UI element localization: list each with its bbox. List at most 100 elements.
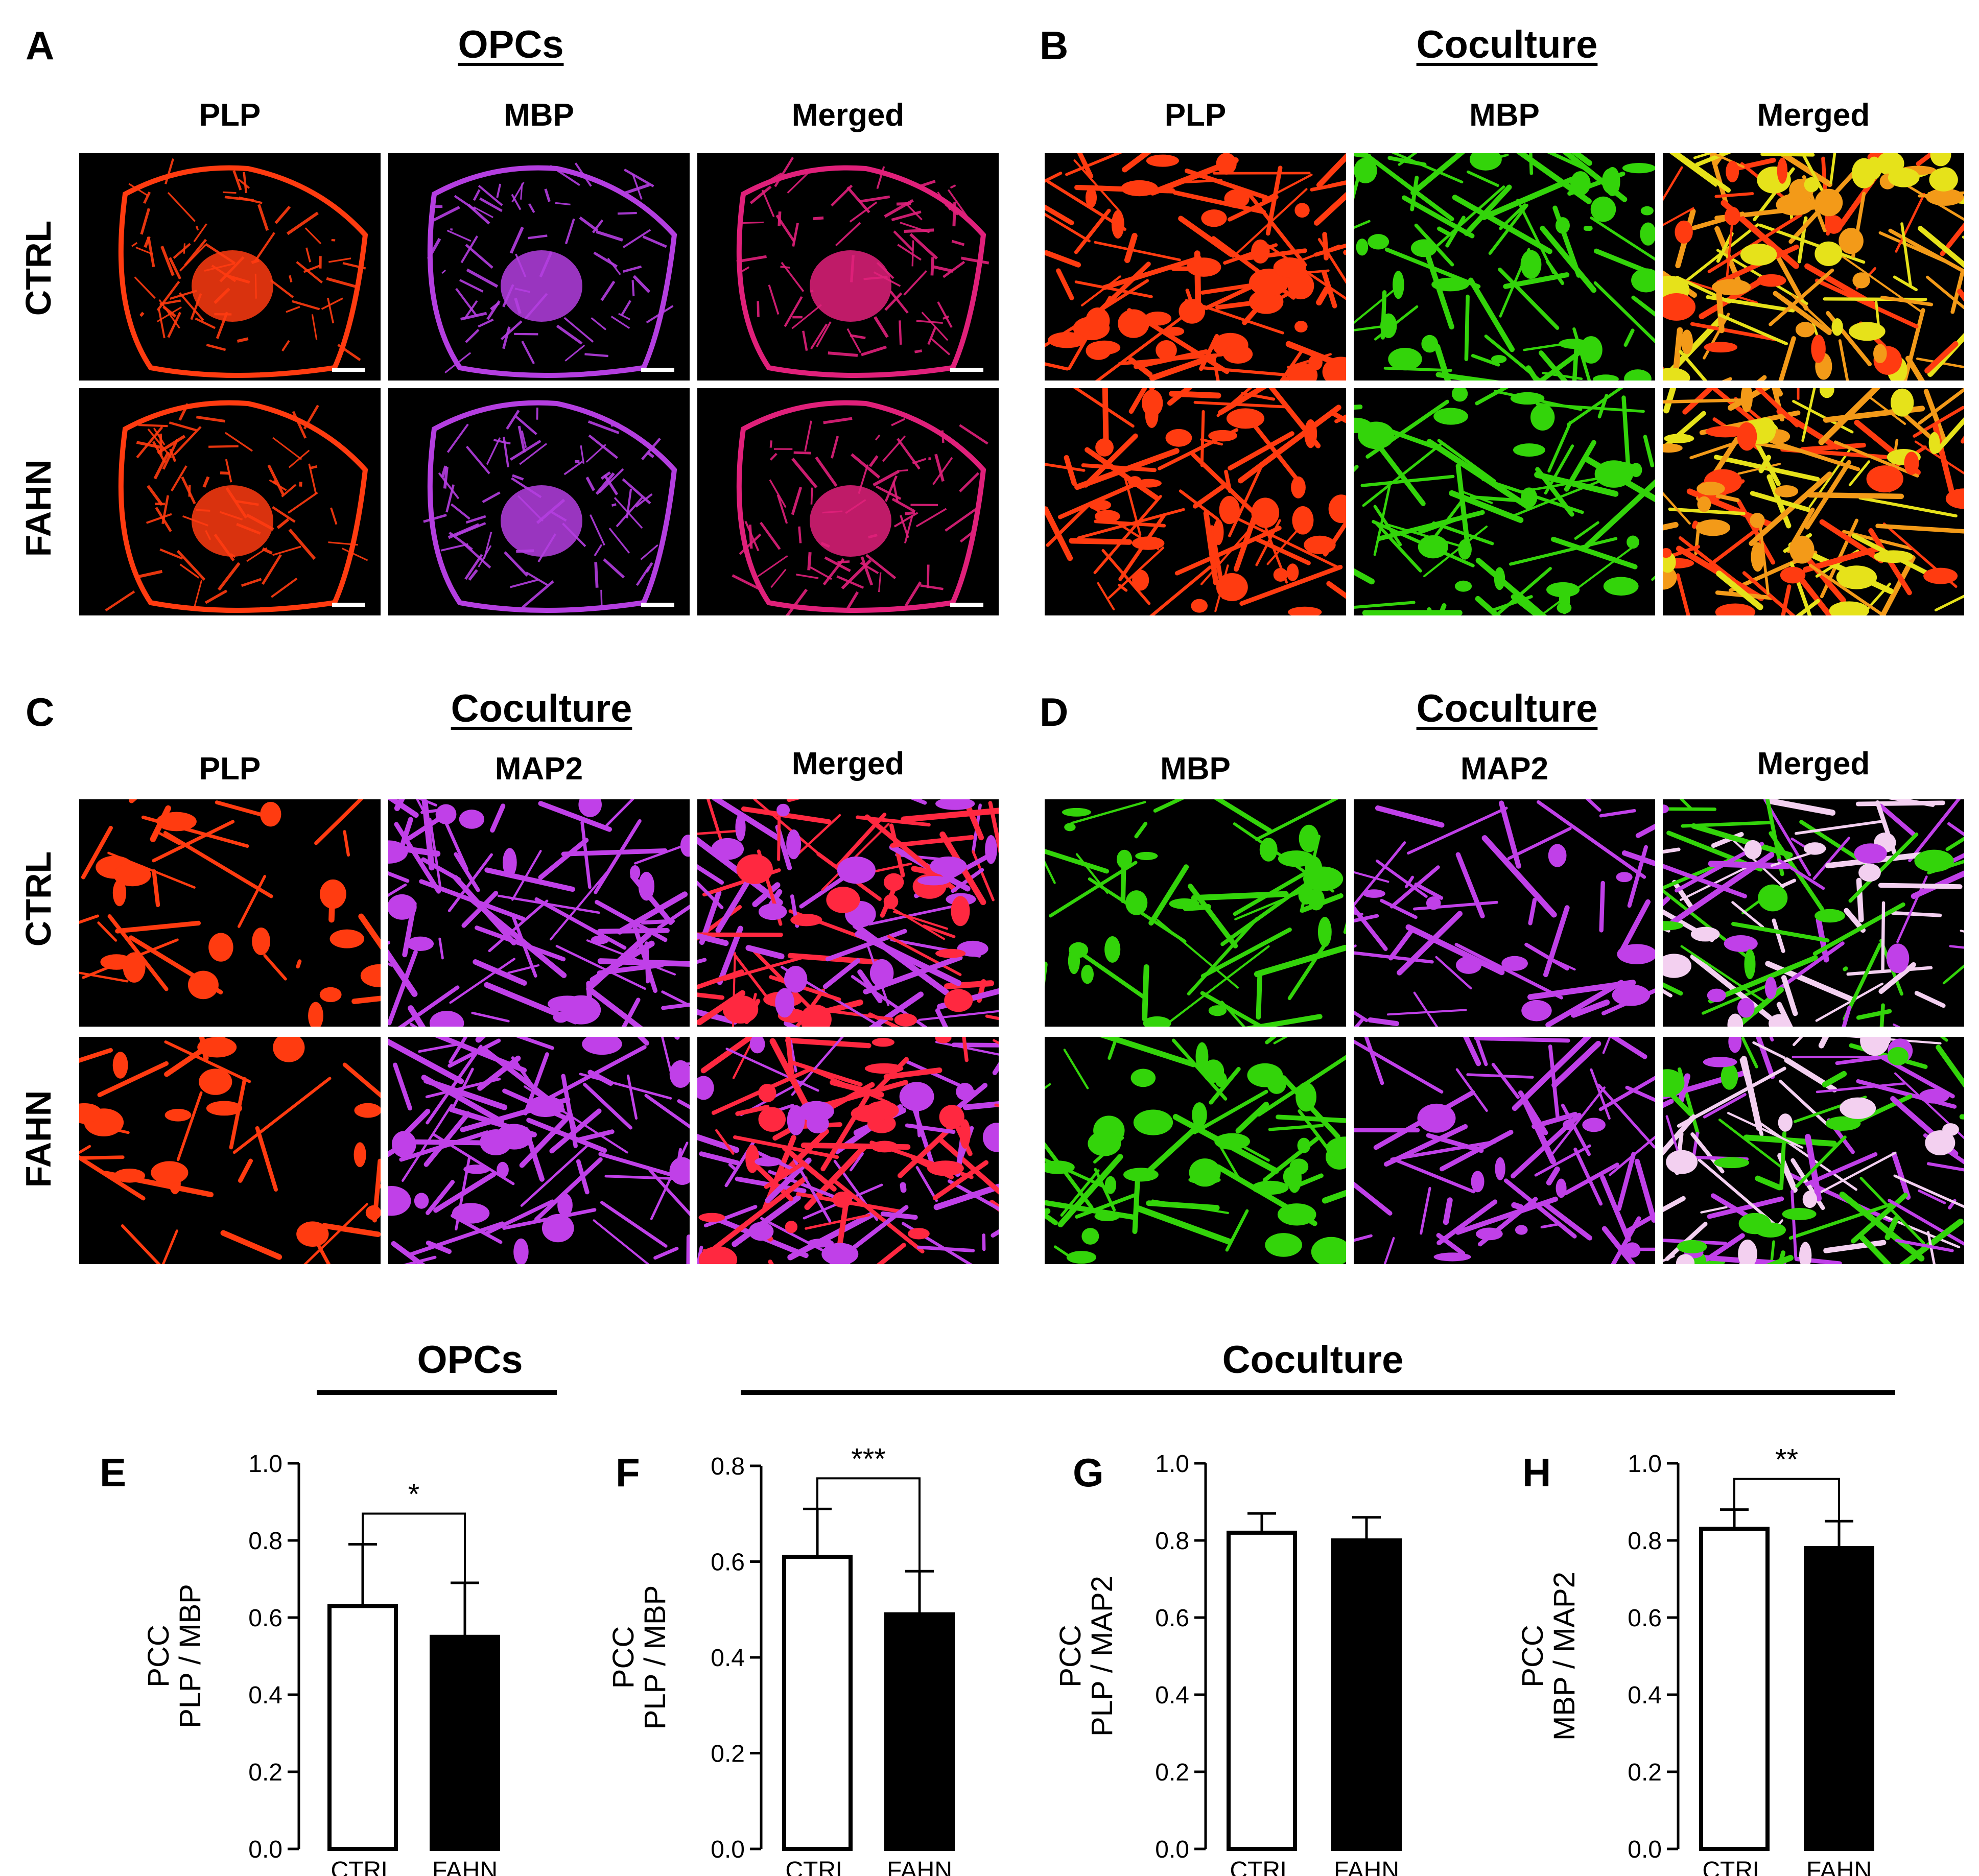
image-a-fahn-mbp (388, 388, 690, 615)
image-d-fahn-mbp (1045, 1037, 1346, 1264)
col-label-c-2: MAP2 (494, 751, 583, 787)
y-tick-label-f: 0.2 (711, 1741, 745, 1768)
panel-letter-b: B (1040, 23, 1069, 68)
image-b-fahn-plp (1045, 388, 1346, 615)
bar-e-ctrl (327, 1604, 398, 1851)
y-tick-label-h: 0.8 (1628, 1528, 1662, 1555)
y-tick-label-f: 0.8 (711, 1453, 745, 1480)
y-axis-label-line-g: PLP / MAP2 (1086, 1576, 1119, 1737)
image-a-ctrl-merged (697, 153, 999, 381)
y-tick-label-h: 0.6 (1628, 1605, 1662, 1632)
bar-h-fahn (1804, 1546, 1874, 1851)
bar-h-ctrl (1699, 1527, 1770, 1851)
image-c-fahn-map2 (388, 1037, 690, 1264)
y-tick-label-f: 0.4 (711, 1645, 745, 1672)
image-d-ctrl-merged (1663, 799, 1964, 1027)
image-c-ctrl-plp (79, 799, 381, 1027)
image-a-ctrl-plp (79, 153, 381, 381)
y-tick-label-e: 0.8 (248, 1528, 282, 1555)
section-title-c: Coculture (451, 687, 632, 730)
x-tick-label-h: CTRL (1702, 1857, 1766, 1876)
image-a-fahn-merged (697, 388, 999, 615)
group-title-coculture: Coculture (1222, 1338, 1404, 1382)
y-tick-label-g: 1.0 (1155, 1451, 1189, 1478)
image-a-ctrl-mbp (388, 153, 690, 381)
bar-f-fahn (884, 1612, 955, 1851)
y-tick-label-g: 0.2 (1155, 1759, 1189, 1786)
y-tick-label-g: 0.0 (1155, 1836, 1189, 1863)
y-axis-label-line-g: PCC (1054, 1625, 1087, 1687)
y-axis-label-line-f: PCC (607, 1626, 640, 1689)
image-b-fahn-mbp (1354, 388, 1655, 615)
section-title-b: Coculture (1416, 23, 1598, 66)
panel-letter-e: E (100, 1450, 126, 1495)
x-tick-label-g: CTRL (1230, 1857, 1293, 1876)
y-tick-label-e: 0.0 (248, 1836, 282, 1863)
y-tick-label-e: 0.6 (248, 1605, 282, 1632)
x-tick-label-e: FAHN (432, 1857, 498, 1876)
significance-bracket-f (816, 1477, 921, 1572)
image-c-ctrl-merged (697, 799, 999, 1027)
image-c-fahn-merged (697, 1037, 999, 1264)
y-tick-label-e: 0.4 (248, 1682, 282, 1709)
y-axis-label-line-h: PCC (1516, 1625, 1549, 1687)
y-tick-label-f: 0.0 (711, 1836, 745, 1863)
image-b-ctrl-mbp (1354, 153, 1655, 381)
significance-label-e: * (408, 1478, 420, 1511)
y-tick-label-g: 0.8 (1155, 1528, 1189, 1555)
group-line-coculture (741, 1390, 1895, 1395)
image-c-fahn-plp (79, 1037, 381, 1264)
panel-letter-a: A (26, 23, 55, 68)
y-axis-label-line-e: PCC (142, 1625, 175, 1687)
y-tick-label-e: 0.2 (248, 1759, 282, 1786)
panel-letter-c: C (26, 690, 55, 734)
group-title-opcs: OPCs (417, 1338, 523, 1382)
y-tick-label-g: 0.4 (1155, 1682, 1189, 1709)
section-title-a: OPCs (458, 23, 564, 66)
y-tick-label-h: 1.0 (1628, 1451, 1662, 1478)
x-tick-label-f: FAHN (887, 1857, 952, 1876)
col-label-b-1: PLP (1164, 98, 1227, 133)
y-tick-label-f: 0.6 (711, 1549, 745, 1576)
panel-letter-d: D (1040, 690, 1069, 734)
significance-label-h: ** (1775, 1443, 1798, 1477)
y-tick-label-h: 0.2 (1628, 1759, 1662, 1786)
y-tick-label-e: 1.0 (248, 1451, 282, 1478)
col-label-d-1: MBP (1160, 751, 1231, 787)
col-label-d-3: Merged (1757, 746, 1870, 781)
y-tick-label-h: 0.4 (1628, 1682, 1662, 1709)
image-c-ctrl-map2 (388, 799, 690, 1027)
significance-bracket-h (1733, 1478, 1840, 1522)
image-a-fahn-plp (79, 388, 381, 615)
significance-bracket-e (362, 1512, 466, 1583)
bar-g-ctrl (1227, 1530, 1297, 1851)
col-label-b-3: Merged (1757, 98, 1870, 133)
section-title-d: Coculture (1416, 687, 1598, 730)
col-label-a-3: Merged (791, 98, 905, 133)
y-axis-label-line-h: MBP / MAP2 (1548, 1572, 1581, 1741)
image-b-ctrl-merged (1663, 153, 1964, 381)
bar-e-fahn (430, 1634, 500, 1851)
col-label-a-1: PLP (199, 98, 261, 133)
image-d-fahn-merged (1663, 1037, 1964, 1264)
panel-letter-h: H (1522, 1450, 1551, 1495)
image-b-ctrl-plp (1045, 153, 1346, 381)
image-b-fahn-merged (1663, 388, 1964, 615)
y-tick-label-h: 0.0 (1628, 1836, 1662, 1863)
y-tick-label-g: 0.6 (1155, 1605, 1189, 1632)
x-tick-label-e: CTRL (331, 1857, 394, 1876)
panel-letter-f: F (616, 1450, 640, 1495)
image-d-ctrl-map2 (1354, 799, 1655, 1027)
bar-g-fahn (1331, 1538, 1402, 1851)
col-label-d-2: MAP2 (1460, 751, 1549, 787)
col-label-b-2: MBP (1469, 98, 1540, 133)
image-d-fahn-map2 (1354, 1037, 1655, 1264)
significance-label-f: *** (851, 1442, 886, 1476)
image-d-ctrl-mbp (1045, 799, 1346, 1027)
x-tick-label-f: CTRL (785, 1857, 849, 1876)
